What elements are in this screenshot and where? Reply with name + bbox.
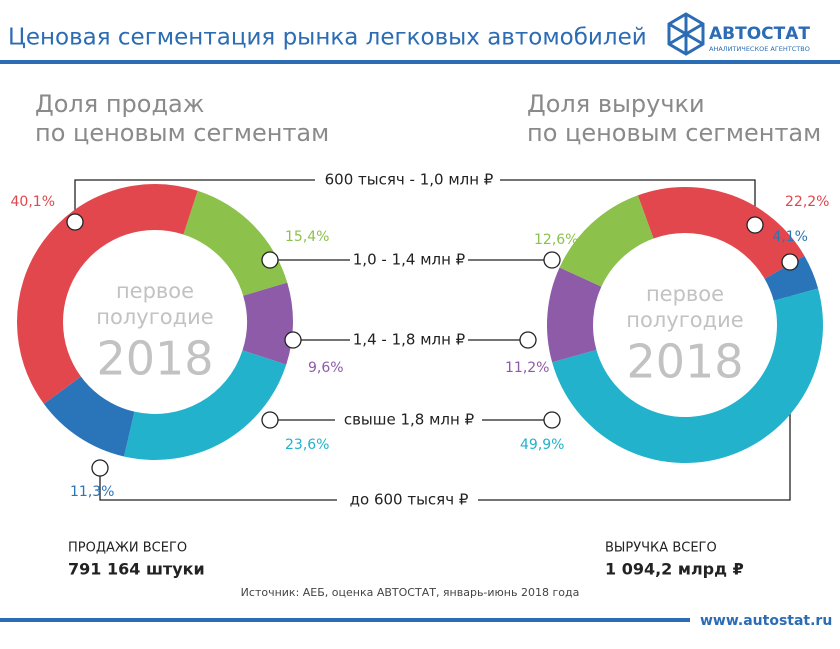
donut-segment	[43, 376, 135, 457]
anchor-dot	[781, 253, 799, 271]
anchor-dot	[261, 251, 279, 269]
logo-subtitle: АНАЛИТИЧЕСКОЕ АГЕНТСТВО	[709, 45, 810, 53]
anchor-dot	[746, 216, 764, 234]
anchor-dot	[543, 411, 561, 429]
value-label: 9,6%	[308, 360, 344, 376]
logo-text: АВТОСТАТ	[709, 24, 810, 44]
donut-segment	[16, 183, 198, 404]
value-label: 22,2%	[785, 194, 829, 210]
anchor-dot	[261, 411, 279, 429]
donut-segment	[547, 267, 602, 363]
donut-title: по ценовым сегментам	[35, 119, 329, 147]
value-label: 23,6%	[285, 437, 329, 453]
segment-label: 1,4 - 1,8 млн ₽	[353, 331, 466, 349]
value-label: 11,2%	[505, 360, 549, 376]
center-text: полугодие	[626, 308, 743, 332]
center-text: 2018	[96, 332, 213, 386]
value-label: 40,1%	[11, 194, 55, 210]
url[interactable]: www.autostat.ru	[700, 613, 832, 629]
total-value: 1 094,2 млрд ₽	[605, 560, 744, 579]
value-label: 12,6%	[534, 232, 578, 248]
value-label: 15,4%	[285, 229, 329, 245]
source: Источник: АЕБ, оценка АВТОСТАТ, январь-и…	[241, 586, 580, 599]
anchor-dot	[519, 331, 537, 349]
value-label: 11,3%	[70, 484, 114, 500]
donut-segment	[552, 288, 823, 463]
segment-label: 600 тысяч - 1,0 млн ₽	[325, 171, 494, 189]
total-value: 791 164 штуки	[68, 560, 205, 579]
segment-label: до 600 тысяч ₽	[350, 491, 469, 509]
donut-segment	[124, 350, 287, 460]
value-label: 4,1%	[772, 229, 808, 245]
footer-rule	[0, 618, 690, 622]
total-label: ВЫРУЧКА ВСЕГО	[605, 541, 717, 556]
center-text: полугодие	[96, 305, 213, 329]
donut-segment	[637, 186, 805, 279]
value-label: 49,9%	[520, 437, 564, 453]
donut-segment	[183, 190, 288, 296]
donut-title: Доля продаж	[35, 90, 204, 118]
donut-segment	[242, 282, 293, 365]
logo-icon	[667, 12, 705, 56]
donut-segment	[559, 195, 654, 287]
page-title: Ценовая сегментация рынка легковых автом…	[8, 25, 647, 51]
header-rule	[0, 60, 840, 64]
center-text: 2018	[626, 335, 743, 389]
donut-title: Доля выручки	[527, 90, 705, 118]
anchor-dot	[284, 331, 302, 349]
donut-segment	[764, 255, 819, 301]
anchor-dot	[91, 459, 109, 477]
anchor-dot	[543, 251, 561, 269]
segment-label: 1,0 - 1,4 млн ₽	[353, 251, 466, 269]
center-text: первое	[116, 279, 194, 303]
total-label: ПРОДАЖИ ВСЕГО	[68, 541, 187, 556]
center-text: первое	[646, 282, 724, 306]
donut-title: по ценовым сегментам	[527, 119, 821, 147]
segment-label: свыше 1,8 млн ₽	[344, 411, 475, 429]
anchor-dot	[66, 213, 84, 231]
